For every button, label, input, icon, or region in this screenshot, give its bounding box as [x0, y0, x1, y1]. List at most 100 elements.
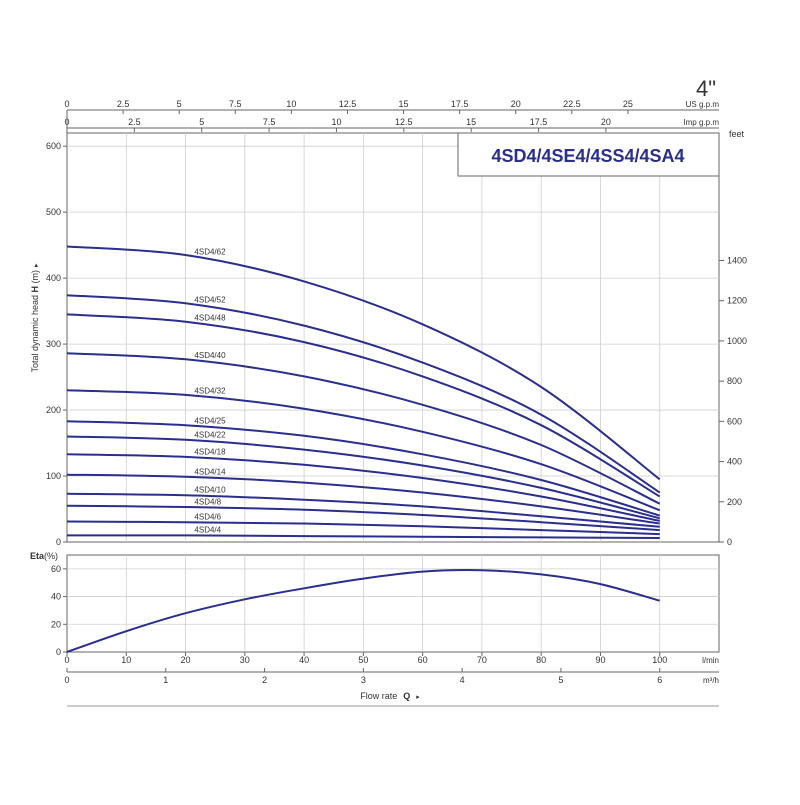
top-axis-unit-usgpm: US g.p.m	[686, 100, 720, 109]
eta-y-tick-label: 60	[51, 564, 61, 574]
head-curve	[66, 520, 660, 536]
head-y-axis-label: Total dynamic head H (m) ▸	[30, 263, 40, 373]
top-axis-tick-label-usgpm: 2.5	[117, 99, 130, 109]
feet-tick-label: 0	[727, 537, 732, 547]
head-curve-label: 4SD4/48	[194, 314, 226, 323]
feet-tick-label: 1200	[727, 296, 747, 306]
eta-y-tick-label: 0	[56, 647, 61, 657]
efficiency-curve	[66, 569, 660, 653]
top-axis-tick-label-impgpm: 10	[331, 117, 341, 127]
head-curve	[66, 420, 660, 517]
top-axis-tick-label-impgpm: 5	[199, 117, 204, 127]
flow-rate-symbol: Q	[403, 691, 410, 701]
head-curve-label: 4SD4/32	[194, 386, 226, 395]
top-axis-tick-label-impgpm: 20	[601, 117, 611, 127]
size-label: 4"	[696, 76, 716, 101]
head-y-label-unit: (m)	[30, 270, 40, 286]
head-y-tick-label: 0	[56, 537, 61, 547]
head-curve-label: 4SD4/8	[194, 497, 221, 506]
title-box	[457, 132, 720, 177]
feet-tick-label: 600	[727, 416, 742, 426]
eta-plot-frame	[66, 554, 720, 653]
m3h-unit: m³/h	[703, 676, 719, 685]
head-y-label-text: Total dynamic head	[30, 292, 40, 372]
head-curve-label: 4SD4/6	[194, 512, 221, 521]
top-axis-tick-label-impgpm: 15	[466, 117, 476, 127]
head-plot-frame	[66, 132, 720, 543]
head-curve-label: 4SD4/10	[194, 486, 226, 495]
top-axis-tick-label-usgpm: 15	[399, 99, 409, 109]
eta-y-tick-label: 20	[51, 619, 61, 629]
head-curve	[66, 313, 661, 498]
head-curve-label: 4SD4/25	[194, 416, 226, 425]
m3h-tick-label: 2	[262, 675, 267, 685]
lmin-tick-label: 90	[595, 655, 605, 665]
top-axis-unit-impgpm: Imp g.p.m	[683, 118, 719, 127]
m3h-tick-label: 5	[558, 675, 563, 685]
m3h-tick-label: 1	[163, 675, 168, 685]
top-axis-tick-label-usgpm: 7.5	[229, 99, 242, 109]
top-axis-tick-label-impgpm: 12.5	[395, 117, 413, 127]
lmin-tick-label: 100	[652, 655, 667, 665]
top-axis-tick-label-usgpm: 25	[623, 99, 633, 109]
flow-rate-text: Flow rate	[360, 691, 397, 701]
head-curve-label: 4SD4/62	[194, 248, 226, 257]
head-curve	[66, 504, 660, 532]
head-y-label-arrow-icon: ▸	[33, 263, 40, 267]
eta-label-unit: (%)	[44, 551, 58, 561]
eta-y-tick-label: 40	[51, 592, 61, 602]
feet-tick-label: 400	[727, 457, 742, 467]
head-curve-label: 4SD4/52	[194, 295, 226, 304]
head-curve	[66, 492, 660, 528]
head-curve-label: 4SD4/14	[194, 467, 226, 476]
top-axis-tick-label-usgpm: 17.5	[451, 99, 469, 109]
head-curve	[66, 453, 660, 522]
head-y-tick-label: 300	[46, 339, 61, 349]
top-axis-tick-label-usgpm: 10	[286, 99, 296, 109]
lmin-tick-label: 20	[181, 655, 191, 665]
lmin-tick-label: 60	[418, 655, 428, 665]
feet-tick-label: 800	[727, 376, 742, 386]
top-axis-tick-label-usgpm: 20	[511, 99, 521, 109]
head-curve	[66, 352, 661, 505]
head-curve-label: 4SD4/18	[194, 448, 226, 457]
head-curve-label: 4SD4/40	[194, 351, 226, 360]
top-axis-tick-label-usgpm: 5	[177, 99, 182, 109]
eta-label-symbol: Eta	[30, 551, 45, 561]
head-y-tick-label: 600	[46, 141, 61, 151]
head-curve	[66, 294, 661, 494]
top-axis-tick-label-impgpm: 7.5	[263, 117, 276, 127]
flow-rate-arrow-icon: ▸	[416, 694, 420, 701]
m3h-tick-label: 3	[361, 675, 366, 685]
head-y-tick-label: 400	[46, 273, 61, 283]
lmin-tick-label: 10	[121, 655, 131, 665]
feet-tick-label: 1000	[727, 336, 747, 346]
chart-title: 4SD4/4SE4/4SS4/4SA4	[491, 146, 684, 166]
feet-tick-label: 1400	[727, 256, 747, 266]
head-y-tick-label: 100	[46, 471, 61, 481]
head-y-tick-label: 200	[46, 405, 61, 415]
m3h-tick-label: 4	[460, 675, 465, 685]
lmin-tick-label: 70	[477, 655, 487, 665]
lmin-tick-label: 0	[64, 655, 69, 665]
top-axis-tick-label-impgpm: 2.5	[128, 117, 141, 127]
feet-tick-label: 200	[727, 497, 742, 507]
head-curve-label: 4SD4/22	[194, 431, 226, 440]
head-curve-label: 4SD4/4	[194, 525, 221, 534]
head-curve	[66, 435, 660, 520]
lmin-tick-label: 50	[358, 655, 368, 665]
feet-axis-label: feet	[729, 129, 745, 139]
head-curve	[66, 389, 661, 512]
lmin-tick-label: 40	[299, 655, 309, 665]
head-y-label-symbol: H	[30, 286, 40, 293]
head-curve	[66, 473, 660, 525]
top-axis-tick-label-impgpm: 17.5	[530, 117, 548, 127]
head-y-tick-label: 500	[46, 207, 61, 217]
top-axis-tick-label-usgpm: 12.5	[339, 99, 357, 109]
m3h-tick-label: 0	[64, 675, 69, 685]
top-axis-tick-label-usgpm: 22.5	[563, 99, 581, 109]
lmin-tick-label: 30	[240, 655, 250, 665]
flow-rate-label: Flow rate Q ▸	[360, 691, 420, 701]
